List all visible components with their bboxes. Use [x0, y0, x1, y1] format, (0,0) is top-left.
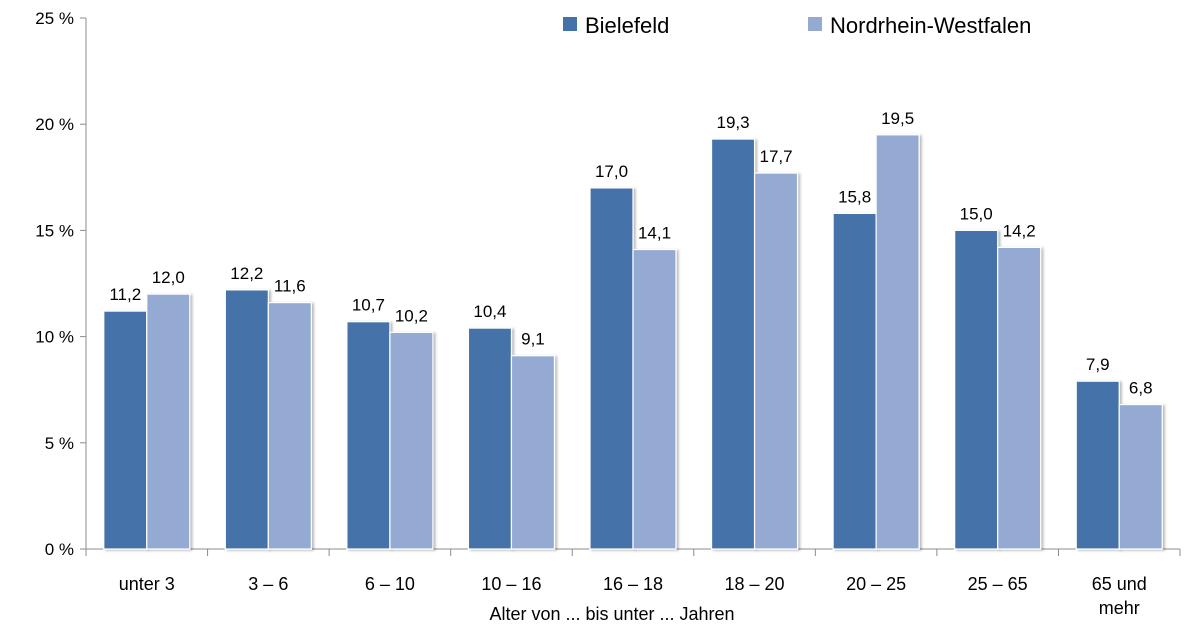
bar-series-2 — [753, 172, 799, 550]
bar-value-label: 19,5 — [881, 109, 914, 128]
legend-swatch — [563, 17, 577, 31]
bar-value-label: 12,2 — [230, 264, 263, 283]
legend-swatch — [808, 17, 822, 31]
chart-bars — [103, 134, 1163, 550]
chart-data-labels: 11,2 12,0 12,2 11,6 10,7 10,2 10,4 9,1 17,0 14,1 1… — [109, 109, 1152, 398]
bar-value-label: 17,7 — [760, 147, 793, 166]
x-tick-label: 16 – 18 — [603, 574, 663, 594]
chart-legend: Bielefeld Nordrhein-Westfalen — [563, 13, 1031, 38]
x-tick-label: 20 – 25 — [846, 574, 906, 594]
y-tick-label: 15 % — [35, 221, 74, 240]
bar-series-2 — [997, 246, 1042, 550]
bar-value-label: 11,2 — [109, 285, 141, 304]
bar-series-1 — [224, 289, 269, 550]
bar-series-1 — [832, 212, 877, 550]
bar-series-2 — [389, 331, 434, 550]
bar-value-label: 19,3 — [717, 113, 750, 132]
y-tick-label: 20 % — [35, 115, 74, 134]
legend-entry-label: Bielefeld — [585, 13, 669, 38]
bar-value-label: 12,0 — [152, 268, 185, 287]
y-tick-label: 25 % — [35, 9, 74, 28]
bar-value-label: 11,6 — [274, 277, 306, 296]
x-tick-label: 25 – 65 — [968, 574, 1028, 594]
y-tick-label: 5 % — [45, 434, 74, 453]
x-tick-label: mehr — [1099, 598, 1140, 618]
bar-series-2 — [875, 134, 920, 550]
bar-value-label: 14,1 — [638, 224, 671, 243]
y-tick-label: 10 % — [35, 328, 74, 347]
x-axis-title: Alter von ... bis unter ... Jahren — [489, 604, 734, 624]
bar-series-2 — [146, 293, 191, 550]
bar-series-1 — [346, 321, 391, 550]
bar-series-2 — [1118, 403, 1163, 550]
bar-series-1 — [710, 138, 756, 550]
x-axis-labels: unter 3 3 – 6 6 – 10 10 – 16 16 – 18 18 – 20 2… — [119, 574, 1147, 618]
bar-value-label: 15,0 — [960, 204, 993, 223]
bar-value-label: 14,2 — [1003, 221, 1036, 240]
bar-series-1 — [589, 187, 634, 550]
bar-value-label: 10,7 — [352, 296, 385, 315]
y-tick-label: 0 % — [45, 540, 74, 559]
x-tick-label: 10 – 16 — [481, 574, 541, 594]
bar-series-2 — [510, 355, 556, 550]
bar-value-label: 10,4 — [473, 302, 506, 321]
x-tick-label: unter 3 — [119, 574, 175, 594]
bar-series-2 — [632, 248, 677, 550]
bar-value-label: 9,1 — [521, 330, 545, 349]
x-tick-label: 6 – 10 — [365, 574, 415, 594]
x-tick-label: 65 und — [1092, 574, 1147, 594]
bar-series-2 — [267, 302, 312, 550]
x-tick-label: 18 – 20 — [725, 574, 785, 594]
bar-value-label: 6,8 — [1129, 379, 1153, 398]
x-tick-label: 3 – 6 — [248, 574, 288, 594]
legend-entry-label: Nordrhein-Westfalen — [830, 13, 1031, 38]
bar-value-label: 7,9 — [1086, 355, 1110, 374]
bar-series-1 — [467, 327, 513, 550]
bar-value-label: 15,8 — [838, 187, 871, 206]
bar-series-1 — [1075, 380, 1120, 550]
bar-value-label: 17,0 — [595, 162, 628, 181]
bar-series-1 — [103, 310, 148, 550]
bar-value-label: 10,2 — [395, 306, 428, 325]
bar-series-1 — [954, 229, 999, 550]
